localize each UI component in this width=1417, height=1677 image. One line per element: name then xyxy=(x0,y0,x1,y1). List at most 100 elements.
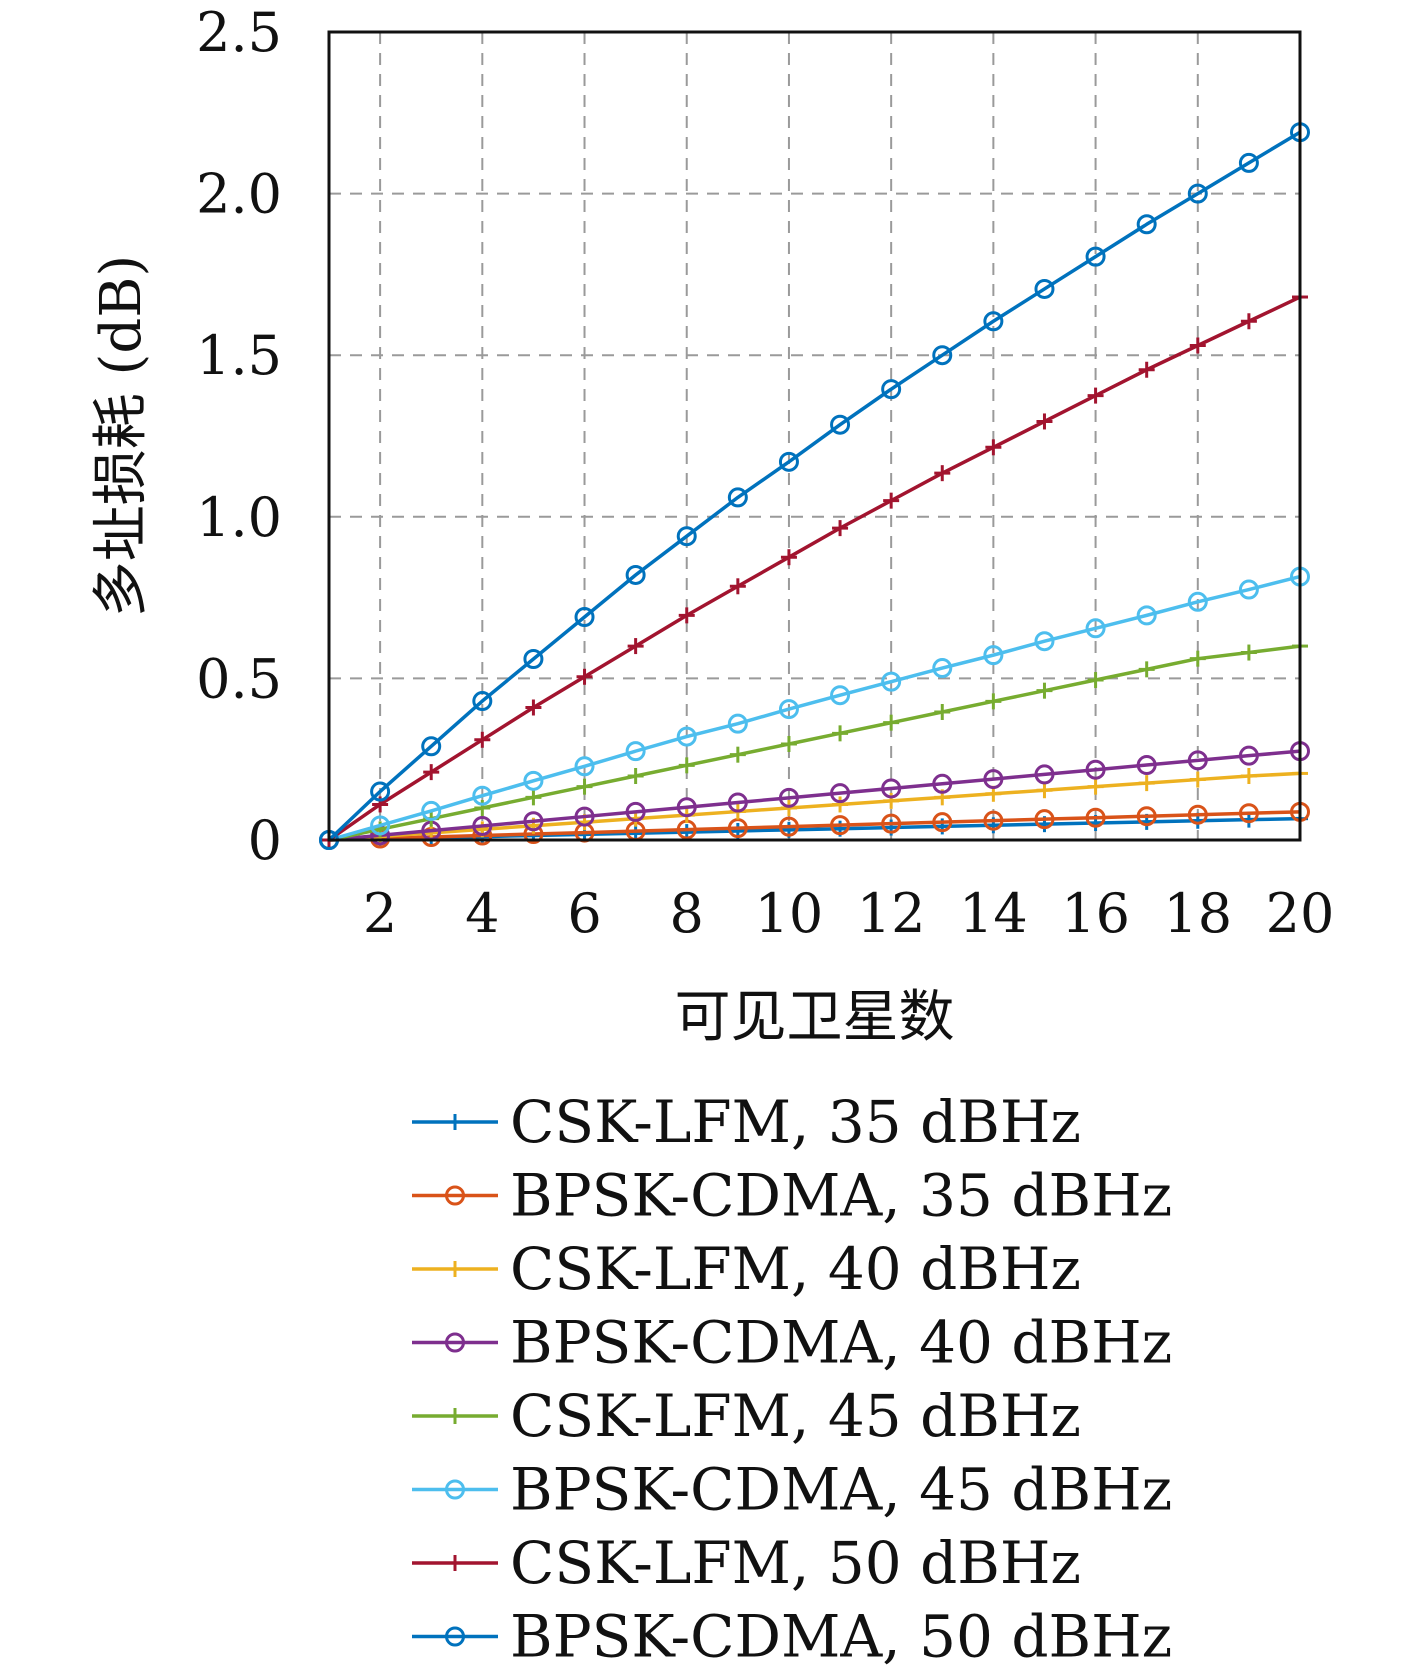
data-point xyxy=(1138,361,1155,378)
data-point xyxy=(830,783,851,804)
legend-marker xyxy=(447,1555,463,1571)
data-point xyxy=(780,549,797,566)
series-8 xyxy=(319,122,1310,850)
data-point xyxy=(625,801,646,822)
data-point xyxy=(932,812,953,833)
tick-labels: 2 4 6 8 10 12 14 16 18 20 0 0.5 1.0 1.5 2.0 2.5 xyxy=(196,1,1334,945)
legend-marker xyxy=(447,1114,463,1130)
series-7 xyxy=(321,289,1308,848)
data-point xyxy=(525,699,542,716)
data-point xyxy=(1238,579,1259,600)
data-point xyxy=(1187,750,1208,771)
x-axis-title: 可见卫星数 xyxy=(675,985,955,1050)
data-point xyxy=(1240,313,1257,330)
data-point xyxy=(1187,804,1208,825)
data-point xyxy=(1136,605,1157,626)
data-point xyxy=(1238,745,1259,766)
data-point xyxy=(830,685,851,706)
legend-marker xyxy=(445,1185,465,1206)
data-point xyxy=(727,792,748,813)
y-tick-label: 1.0 xyxy=(196,486,282,549)
data-point xyxy=(778,787,799,808)
data-point xyxy=(1085,618,1106,639)
data-point xyxy=(370,815,391,836)
legend-label: BPSK-CDMA, 50 dBHz xyxy=(510,1603,1172,1671)
data-point xyxy=(1085,807,1106,828)
series-line xyxy=(328,295,1301,842)
data-point xyxy=(727,818,748,839)
data-point xyxy=(576,778,593,795)
data-point xyxy=(574,806,595,827)
data-point xyxy=(574,756,595,777)
data-point xyxy=(832,520,849,537)
data-point xyxy=(676,797,697,818)
data-point xyxy=(1136,806,1157,827)
legend-entry: CSK-LFM, 35 dBHz xyxy=(412,1088,1081,1156)
data-point xyxy=(727,713,748,734)
legend-marker xyxy=(445,1479,465,1500)
data-point xyxy=(932,345,953,366)
legend-entry: BPSK-CDMA, 35 dBHz xyxy=(412,1162,1172,1230)
data-point xyxy=(985,439,1002,456)
data-point xyxy=(1087,778,1104,795)
data-point xyxy=(523,649,544,670)
x-tick-label: 16 xyxy=(1061,882,1130,945)
data-point xyxy=(729,746,746,763)
data-point xyxy=(983,645,1004,666)
data-point xyxy=(778,816,799,837)
legend-entry: CSK-LFM, 45 dBHz xyxy=(412,1382,1081,1450)
data-point xyxy=(832,725,849,742)
data-point xyxy=(881,813,902,834)
data-point xyxy=(934,704,951,721)
data-point xyxy=(1136,755,1157,776)
data-point xyxy=(1087,672,1104,689)
legend-label: CSK-LFM, 40 dBHz xyxy=(510,1235,1081,1303)
data-point xyxy=(423,764,440,781)
data-point xyxy=(1034,278,1055,299)
data-point xyxy=(472,815,493,836)
data-point xyxy=(832,796,849,813)
data-point xyxy=(576,668,593,685)
data-point xyxy=(983,769,1004,790)
data-point xyxy=(881,671,902,692)
data-point xyxy=(627,638,644,655)
series-6 xyxy=(319,566,1310,850)
data-point xyxy=(881,778,902,799)
data-point xyxy=(932,773,953,794)
data-point xyxy=(778,451,799,472)
data-point xyxy=(983,810,1004,831)
data-point xyxy=(525,789,542,806)
data-point xyxy=(1085,246,1106,267)
data-point xyxy=(523,770,544,791)
data-point xyxy=(1034,631,1055,652)
data-point xyxy=(1189,337,1206,354)
data-point xyxy=(778,699,799,720)
data-point xyxy=(881,379,902,400)
legend-marker xyxy=(447,1408,463,1424)
series-2 xyxy=(319,801,1310,850)
series-5 xyxy=(321,638,1308,848)
data-point xyxy=(830,414,851,435)
legend-entry: CSK-LFM, 40 dBHz xyxy=(412,1235,1081,1303)
legend-label: CSK-LFM, 50 dBHz xyxy=(510,1529,1081,1597)
data-point xyxy=(1189,771,1206,788)
data-point xyxy=(1034,809,1055,830)
data-point xyxy=(780,800,797,817)
legend-label: CSK-LFM, 35 dBHz xyxy=(510,1088,1081,1156)
data-point xyxy=(1036,413,1053,430)
grid-lines xyxy=(329,32,1300,840)
data-point xyxy=(1240,644,1257,661)
data-point xyxy=(676,526,697,547)
data-point xyxy=(1138,775,1155,792)
data-point xyxy=(727,487,748,508)
data-point xyxy=(1036,782,1053,799)
data-point xyxy=(1085,759,1106,780)
plot-frame xyxy=(327,30,1302,842)
data-point xyxy=(1138,661,1155,678)
data-point xyxy=(780,736,797,753)
data-point xyxy=(421,736,442,757)
data-point xyxy=(729,578,746,595)
data-point xyxy=(1240,768,1257,785)
